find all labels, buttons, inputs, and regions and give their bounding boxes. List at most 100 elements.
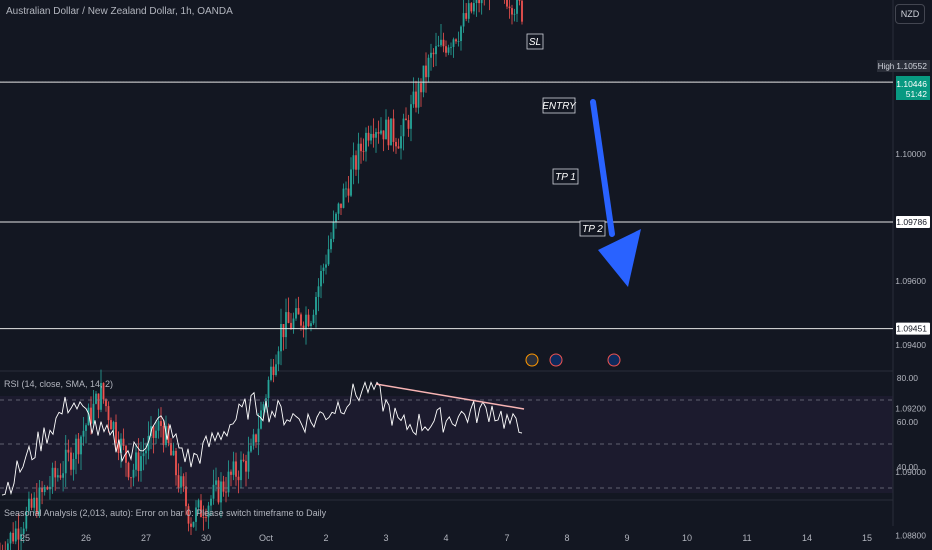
candle-body xyxy=(285,312,287,338)
high-price-box xyxy=(896,60,930,72)
time-tick-label: 25 xyxy=(20,533,30,543)
rsi-line xyxy=(1,380,523,496)
annotation-sl: SL xyxy=(529,37,541,48)
candle-body xyxy=(97,393,100,410)
candle-body xyxy=(105,399,107,407)
candle-body xyxy=(64,449,67,474)
candle-body xyxy=(422,65,425,93)
rsi-indicator-label[interactable]: RSI (14, close, SMA, 14, 2) xyxy=(4,379,114,389)
bearish-arrow xyxy=(590,99,641,287)
candle-body xyxy=(347,188,350,196)
candle-body xyxy=(460,26,462,42)
candle-body xyxy=(140,456,142,471)
candle-body xyxy=(127,462,130,478)
candle-body xyxy=(217,480,220,503)
candle-body xyxy=(290,322,292,330)
time-axis[interactable]: 25 26 27 30 Oct 2 3 4 7 8 9 10 11 14 15 xyxy=(20,533,872,543)
candle-body xyxy=(275,364,277,376)
candle-body xyxy=(387,119,390,146)
candle-body xyxy=(325,264,327,268)
candle-body xyxy=(207,505,210,518)
candle-body xyxy=(205,517,207,518)
candle-body xyxy=(370,133,372,141)
candle-body xyxy=(392,118,395,142)
candle-body xyxy=(385,119,387,140)
event-marker-icon[interactable] xyxy=(607,353,621,367)
candle-body xyxy=(513,13,516,15)
candle-body xyxy=(41,487,43,493)
candle-body xyxy=(20,534,22,540)
candle-body xyxy=(92,403,95,424)
candle-body xyxy=(425,65,427,78)
time-tick-label: 3 xyxy=(383,533,388,543)
time-tick-label: 15 xyxy=(862,533,872,543)
high-tag: High xyxy=(878,62,894,71)
candle-body xyxy=(340,203,342,208)
seasonal-indicator-label[interactable]: Seasonal Analysis (2,013, auto): Error o… xyxy=(4,508,327,518)
candle-body xyxy=(450,46,452,48)
time-tick-label: 7 xyxy=(504,533,509,543)
event-marker-icon[interactable] xyxy=(549,353,563,367)
rsi-tick-label: 60.00 xyxy=(897,417,919,427)
candle-body xyxy=(287,312,290,323)
candle-body xyxy=(327,249,330,265)
candle-body xyxy=(110,420,112,430)
candle-body xyxy=(245,460,247,472)
candle-body xyxy=(95,393,97,404)
rsi-tick-label: 40.00 xyxy=(897,462,919,472)
candle-body xyxy=(350,169,352,196)
candle-body xyxy=(407,120,410,129)
candle-body xyxy=(447,47,450,53)
currency-button[interactable]: NZD xyxy=(895,4,925,24)
price-axis[interactable]: 1.08800 1.09000 1.09200 1.09400 1.09600 1.100… xyxy=(877,0,930,541)
candle-body xyxy=(292,318,295,330)
candle-body xyxy=(22,528,25,535)
candle-body xyxy=(365,132,367,152)
candle-body xyxy=(197,500,200,508)
candle-body xyxy=(310,323,312,327)
time-tick-label: 30 xyxy=(201,533,211,543)
candle-body xyxy=(420,83,422,93)
candle-body xyxy=(62,473,65,478)
candle-body xyxy=(440,39,442,46)
high-tag-box xyxy=(877,60,896,72)
candle-body xyxy=(478,0,480,4)
rsi-tick-label: 80.00 xyxy=(897,373,919,383)
candle-body xyxy=(342,188,345,208)
candle-body xyxy=(187,506,190,524)
candle-body xyxy=(315,296,317,315)
candle-body xyxy=(145,450,147,454)
candle-body xyxy=(390,118,392,146)
event-marker-icon[interactable] xyxy=(525,353,539,367)
candle-body xyxy=(162,425,165,446)
candle-body xyxy=(252,434,255,446)
candle-body xyxy=(215,480,217,485)
candle-body xyxy=(475,0,478,4)
candle-body xyxy=(240,459,242,481)
candle-body xyxy=(357,143,360,170)
candle-body xyxy=(437,45,440,47)
candle-body xyxy=(100,383,102,410)
candle-body xyxy=(51,467,54,487)
candle-body xyxy=(280,324,282,352)
candle-body xyxy=(372,133,375,138)
candle-body xyxy=(362,151,365,152)
candle-body xyxy=(518,0,521,1)
candle-body xyxy=(395,141,397,147)
candle-body xyxy=(117,443,120,453)
price-label-tp1-box xyxy=(896,216,930,229)
annotation-tp2: TP 2 xyxy=(582,224,603,235)
candle-body xyxy=(470,3,473,12)
candle-body xyxy=(382,130,385,140)
time-tick-label: 4 xyxy=(443,533,448,543)
candle-body xyxy=(167,426,170,444)
price-label-tp2: 1.09451 xyxy=(896,324,927,334)
candle-body xyxy=(137,452,140,471)
candle-body xyxy=(160,421,162,426)
candle-body xyxy=(75,438,77,459)
candle-body xyxy=(302,325,305,330)
candle-body xyxy=(317,286,320,297)
candle-body xyxy=(295,308,297,319)
event-markers[interactable] xyxy=(525,353,621,367)
